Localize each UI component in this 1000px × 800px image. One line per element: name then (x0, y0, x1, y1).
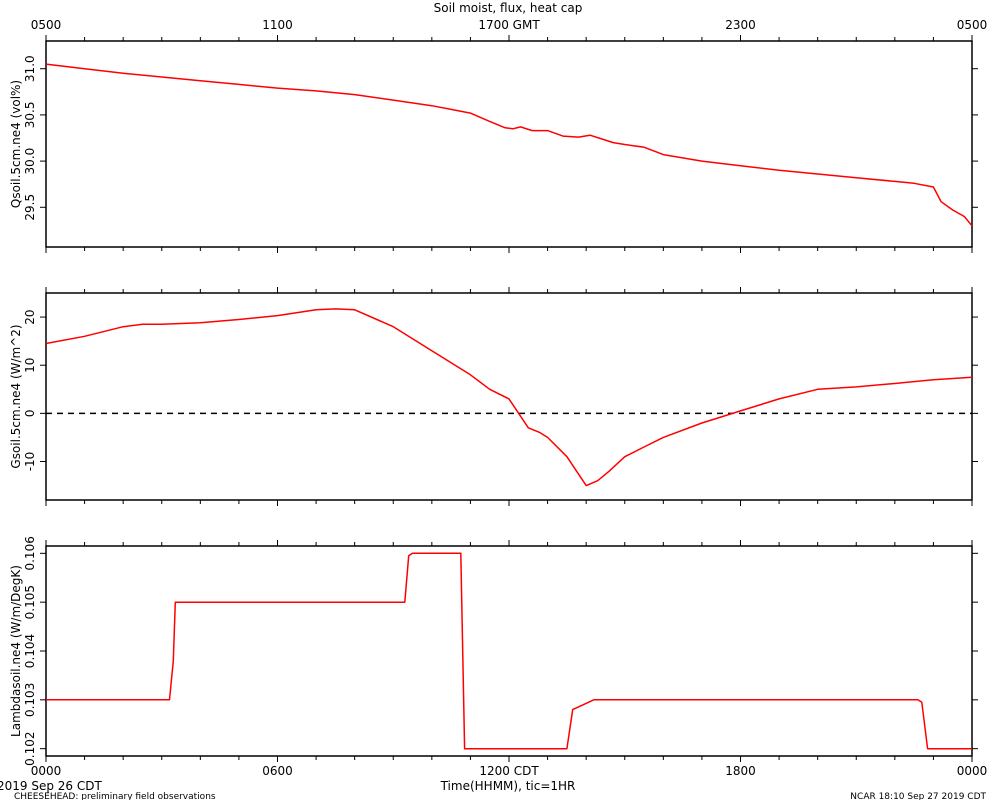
bottom-tick-label: 1800 (725, 764, 756, 778)
y-tick-label: 0.104 (23, 634, 37, 668)
footer-timestamp: NCAR 18:10 Sep 27 2019 CDT (850, 792, 986, 800)
top-tick-label: 1100 (262, 18, 293, 32)
footer-project: CHEESEHEAD: preliminary field observatio… (14, 792, 216, 800)
top-tick-label: 0500 (31, 18, 62, 32)
chart-title: Soil moist, flux, heat cap (434, 1, 583, 15)
bottom-tick-label: 0600 (262, 764, 293, 778)
y-tick-label: 0.105 (23, 585, 37, 619)
panel-frame (45, 40, 973, 248)
y-axis-label: Qsoil.5cm.ne4 (vol%) (9, 80, 23, 208)
series-line-2 (45, 308, 973, 487)
y-tick-label: 30.0 (23, 148, 37, 175)
series-line-1 (45, 63, 973, 227)
y-tick-label: 10 (23, 358, 37, 373)
y-tick-label: -10 (23, 452, 37, 472)
panel-3: 0.102 0.103 0.104 0.105 0.106Lambdasoil.ne4 … (9, 536, 978, 766)
y-tick-label: 0 (23, 410, 37, 418)
bottom-tick-label: 1200 CDT (479, 764, 539, 778)
y-tick-label: 31.0 (23, 55, 37, 82)
top-tick-label: 1700 GMT (478, 18, 540, 32)
top-tick-label: 2300 (725, 18, 756, 32)
y-axis-label: Gsoil.5cm.ne4 (W/m^2) (9, 324, 23, 468)
top-tick-label: 0500 (957, 18, 988, 32)
bottom-tick-label: 0000 (31, 764, 62, 778)
y-tick-label: 20 (23, 309, 37, 324)
series-line-3 (46, 552, 972, 750)
y-tick-label: 30.5 (23, 102, 37, 129)
y-tick-label: 29.5 (23, 194, 37, 221)
y-axis-label: Lambdasoil.ne4 (W/m/DegK) (9, 565, 23, 737)
footer-date: 2019 Sep 26 CDT (0, 779, 102, 793)
y-tick-label: 0.103 (23, 683, 37, 717)
x-axis-label: Time(HHMM), tic=1HR (440, 779, 576, 793)
panel-frame (45, 545, 973, 757)
y-tick-label: 0.106 (23, 536, 37, 570)
bottom-tick-label: 0000 (957, 764, 988, 778)
y-tick-label: 0.102 (23, 731, 37, 765)
